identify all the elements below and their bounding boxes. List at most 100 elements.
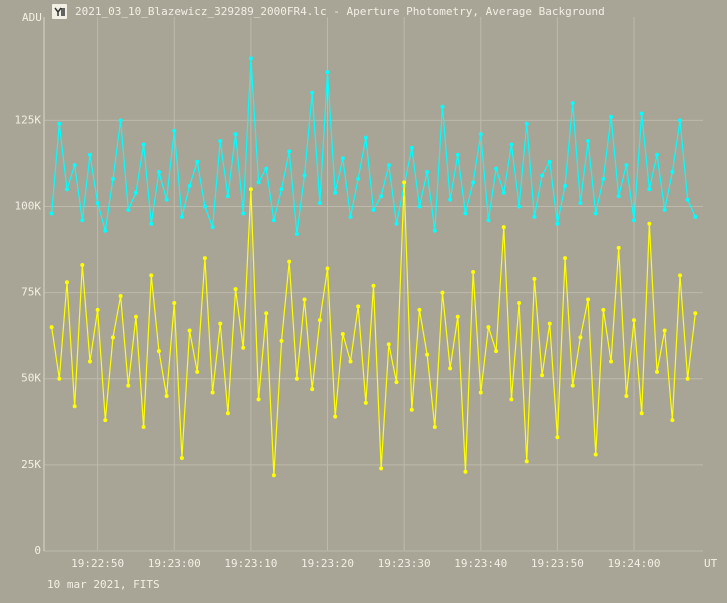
- data-point: [133, 314, 138, 319]
- data-point: [310, 387, 315, 392]
- data-point: [379, 466, 384, 471]
- data-point: [478, 132, 483, 137]
- data-point: [532, 214, 537, 219]
- data-point: [64, 280, 69, 285]
- data-point: [195, 159, 200, 164]
- data-point: [555, 435, 560, 440]
- y-tick-label: 0: [34, 544, 41, 557]
- data-point: [57, 121, 62, 126]
- data-point: [210, 390, 215, 395]
- y-tick-label: 50K: [21, 372, 41, 385]
- data-point: [271, 218, 276, 223]
- data-point: [118, 118, 123, 123]
- data-point: [256, 180, 261, 185]
- data-point: [463, 211, 468, 216]
- data-point: [555, 221, 560, 226]
- data-point: [187, 183, 192, 188]
- window-title: 2021_03_10_Blazewicz_329289_2000FR4.lc -…: [75, 5, 605, 18]
- data-point: [241, 211, 246, 216]
- data-point: [563, 256, 568, 261]
- data-point: [287, 149, 292, 154]
- data-point: [639, 411, 644, 416]
- data-point: [655, 152, 660, 157]
- data-point: [417, 204, 422, 209]
- data-point: [616, 194, 621, 199]
- data-point: [440, 290, 445, 295]
- y-axis-label: ADU: [22, 11, 42, 24]
- data-point: [578, 201, 583, 206]
- x-tick-label: 19:23:10: [224, 557, 277, 570]
- x-axis-label: UT: [704, 557, 718, 570]
- data-point: [279, 338, 284, 343]
- plot: [49, 56, 698, 478]
- data-point: [225, 411, 230, 416]
- data-point: [632, 318, 637, 323]
- data-point: [256, 397, 261, 402]
- data-point: [264, 166, 269, 171]
- data-point: [133, 190, 138, 195]
- data-point: [302, 173, 307, 178]
- data-point: [80, 218, 85, 223]
- data-point: [103, 228, 108, 233]
- data-point: [287, 259, 292, 264]
- data-point: [371, 207, 376, 212]
- data-point: [471, 269, 476, 274]
- data-point: [340, 156, 345, 161]
- data-point: [478, 390, 483, 395]
- data-point: [402, 180, 407, 185]
- data-point: [432, 228, 437, 233]
- data-point: [310, 90, 315, 95]
- data-point: [578, 335, 583, 340]
- data-point: [524, 121, 529, 126]
- data-point: [685, 197, 690, 202]
- data-point: [601, 307, 606, 312]
- data-point: [601, 176, 606, 181]
- data-point: [517, 204, 522, 209]
- data-point: [325, 70, 330, 75]
- data-point: [678, 118, 683, 123]
- data-point: [317, 318, 322, 323]
- data-point: [624, 393, 629, 398]
- data-point: [363, 135, 368, 140]
- data-point: [294, 232, 299, 237]
- x-tick-label: 19:22:50: [71, 557, 124, 570]
- data-point: [371, 283, 376, 288]
- data-point: [662, 328, 667, 333]
- x-tick-label: 19:23:30: [378, 557, 431, 570]
- data-point: [394, 221, 399, 226]
- data-point: [95, 201, 100, 206]
- data-point: [616, 245, 621, 250]
- data-point: [179, 214, 184, 219]
- data-point: [540, 373, 545, 378]
- data-point: [333, 414, 338, 419]
- data-point: [448, 197, 453, 202]
- data-point: [494, 166, 499, 171]
- data-point: [547, 321, 552, 326]
- data-point: [394, 380, 399, 385]
- data-point: [156, 349, 161, 354]
- data-point: [149, 221, 154, 226]
- data-point: [57, 376, 62, 381]
- x-tick-label: 19:23:50: [531, 557, 584, 570]
- data-point: [693, 311, 698, 316]
- data-point: [609, 359, 614, 364]
- data-point: [126, 383, 131, 388]
- data-point: [195, 369, 200, 374]
- data-point: [356, 176, 361, 181]
- data-point: [141, 424, 146, 429]
- data-point: [49, 211, 54, 216]
- data-point: [172, 300, 177, 305]
- data-point: [662, 207, 667, 212]
- data-point: [524, 459, 529, 464]
- x-tick-label: 19:23:00: [148, 557, 201, 570]
- data-point: [409, 407, 414, 412]
- data-point: [87, 152, 92, 157]
- data-point: [279, 187, 284, 192]
- data-point: [325, 266, 330, 271]
- y-tick-label: 125K: [15, 113, 42, 126]
- data-point: [340, 331, 345, 336]
- data-point: [593, 452, 598, 457]
- data-point: [509, 142, 514, 147]
